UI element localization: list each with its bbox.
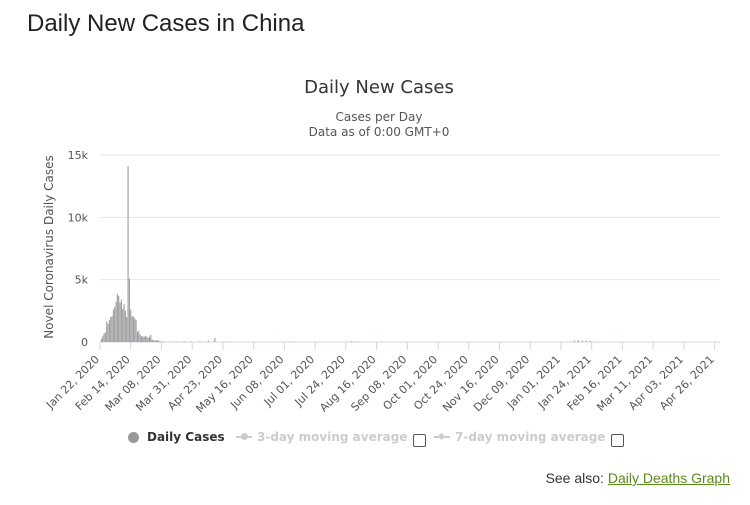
bar[interactable]	[116, 294, 118, 342]
bar[interactable]	[159, 341, 161, 342]
bar[interactable]	[120, 299, 122, 342]
legend-item-daily-cases[interactable]: Daily Cases	[128, 430, 225, 444]
bar[interactable]	[115, 302, 117, 342]
bar[interactable]	[138, 330, 140, 342]
y-tick-label: 0	[81, 336, 88, 349]
bar[interactable]	[156, 340, 158, 342]
chart-title: Daily New Cases	[304, 77, 454, 98]
bar[interactable]	[108, 320, 110, 342]
bar[interactable]	[131, 316, 133, 342]
page-heading: Daily New Cases in China	[27, 10, 305, 37]
bar[interactable]	[102, 336, 104, 342]
chart-subtitle-line-1: Cases per Day	[336, 110, 423, 124]
bar[interactable]	[154, 340, 156, 343]
bar[interactable]	[162, 341, 164, 343]
bar[interactable]	[357, 341, 359, 342]
bar[interactable]	[114, 307, 116, 342]
bar[interactable]	[111, 316, 113, 342]
y-axis-label: Novel Coronavirus Daily Cases	[42, 155, 56, 338]
bar[interactable]	[147, 337, 149, 342]
bar[interactable]	[128, 278, 130, 342]
bar[interactable]	[176, 341, 179, 343]
bar[interactable]	[103, 333, 105, 342]
bar[interactable]	[132, 316, 134, 342]
legend-label-3-day-average: 3-day moving average	[257, 430, 408, 444]
checkbox-3-day-average[interactable]	[413, 434, 426, 447]
bar[interactable]	[148, 336, 150, 342]
bar[interactable]	[122, 308, 124, 342]
bar[interactable]	[163, 341, 165, 343]
bar[interactable]	[190, 341, 192, 343]
bar[interactable]	[152, 340, 154, 342]
x-tick-label: Apr 26, 2021	[657, 353, 717, 413]
bar[interactable]	[142, 336, 144, 342]
legend-label-daily-cases: Daily Cases	[147, 430, 225, 444]
bar[interactable]	[155, 340, 157, 342]
legend-dot-icon	[128, 431, 139, 443]
see-also: See also: Daily Deaths Graph	[546, 470, 730, 486]
bar[interactable]	[112, 309, 114, 342]
daily-cases-chart: Daily New Cases Cases per Day Data as of…	[42, 77, 720, 415]
bar[interactable]	[150, 334, 152, 342]
bar[interactable]	[110, 317, 112, 342]
bar[interactable]	[124, 310, 126, 342]
bar[interactable]	[130, 309, 132, 342]
daily-deaths-graph-link[interactable]: Daily Deaths Graph	[607, 470, 730, 486]
bars	[100, 166, 591, 343]
bar[interactable]	[160, 341, 162, 343]
bar[interactable]	[134, 318, 136, 342]
bar[interactable]	[158, 340, 160, 342]
bar[interactable]	[225, 341, 227, 343]
bar[interactable]	[118, 295, 120, 342]
legend-item-7-day-average[interactable]: 7-day moving average	[434, 430, 605, 444]
bar[interactable]	[214, 337, 216, 342]
bar[interactable]	[127, 166, 129, 342]
see-also-prefix: See also:	[545, 470, 604, 486]
bar[interactable]	[293, 341, 295, 343]
bar[interactable]	[140, 336, 142, 342]
bar[interactable]	[589, 341, 591, 342]
bar[interactable]	[143, 336, 145, 342]
bar[interactable]	[581, 340, 583, 342]
bar[interactable]	[146, 336, 148, 342]
bar[interactable]	[119, 302, 121, 342]
bar[interactable]	[170, 341, 172, 343]
bar[interactable]	[585, 340, 587, 342]
bar[interactable]	[183, 341, 185, 342]
legend-line-circle-icon	[236, 433, 252, 440]
bar[interactable]	[100, 338, 102, 342]
bar[interactable]	[198, 341, 200, 343]
legend-item-3-day-average[interactable]: 3-day moving average	[236, 430, 407, 444]
bar[interactable]	[104, 332, 106, 342]
legend-label-7-day-average: 7-day moving average	[455, 430, 606, 444]
y-tick-label: 15k	[68, 149, 89, 162]
chart-subtitle-line-2: Data as of 0:00 GMT+0	[309, 125, 450, 139]
checkbox-7-day-average[interactable]	[611, 434, 624, 447]
bar[interactable]	[126, 317, 128, 342]
y-tick-label: 10k	[68, 211, 89, 224]
grid-lines	[100, 154, 720, 343]
y-axis-ticks: 0 5k 10k 15k	[68, 149, 89, 349]
bar[interactable]	[107, 323, 109, 342]
bar[interactable]	[350, 341, 352, 342]
legend-line-diamond-icon	[434, 436, 450, 438]
y-tick-label: 5k	[75, 274, 89, 287]
bar[interactable]	[144, 335, 146, 342]
bar[interactable]	[136, 332, 138, 342]
bar[interactable]	[123, 303, 125, 342]
bar[interactable]	[106, 321, 108, 342]
bar[interactable]	[573, 340, 575, 342]
bar[interactable]	[577, 340, 579, 342]
bar[interactable]	[139, 334, 141, 342]
bar[interactable]	[207, 340, 209, 342]
bar[interactable]	[151, 339, 153, 342]
bar[interactable]	[135, 320, 137, 342]
